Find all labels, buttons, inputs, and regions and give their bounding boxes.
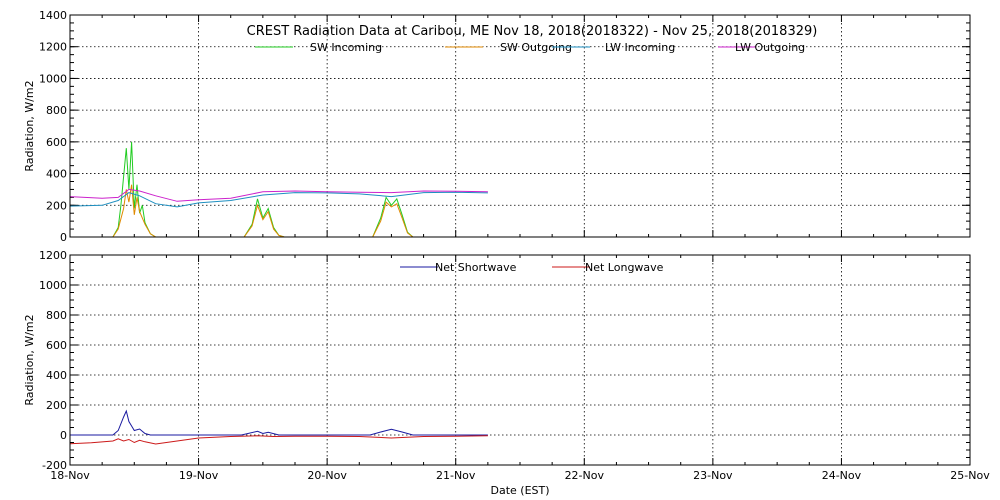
legend-label-sw-incoming: SW Incoming xyxy=(310,41,382,54)
bottom-plot-frame xyxy=(69,254,971,466)
top-legend: SW Incoming SW Outgoing LW Incoming LW Outg… xyxy=(255,41,805,54)
legend-label-lw-incoming: LW Incoming xyxy=(605,41,675,54)
top-y-tick-labels: 0 200 400 600 800 1000 1200 1400 xyxy=(39,9,67,244)
x-tick-labels: 18-Nov 19-Nov 20-Nov 21-Nov 22-Nov 23-Nov 24-N… xyxy=(50,469,990,482)
series-line-lw-outgoing xyxy=(69,188,488,202)
bottom-series xyxy=(69,409,488,445)
y-tick-label: 0 xyxy=(60,429,67,442)
x-axis-label: Date (EST) xyxy=(490,484,549,497)
y-tick-label: 200 xyxy=(46,199,67,212)
series-line-net-longwave xyxy=(69,435,488,445)
bottom-y-tick-labels: -200 0 200 400 600 800 1000 1200 xyxy=(39,249,67,472)
y-tick-label: 1200 xyxy=(39,249,67,262)
y-tick-label: 400 xyxy=(46,168,67,181)
series-line-net-shortwave xyxy=(70,409,488,436)
top-series xyxy=(69,141,488,238)
bottom-legend: Net Shortwave Net Longwave xyxy=(400,261,664,274)
bottom-grid xyxy=(70,255,970,465)
x-tick-label: 24-Nov xyxy=(822,469,862,482)
x-tick-label: 19-Nov xyxy=(179,469,219,482)
x-tick-label: 22-Nov xyxy=(565,469,605,482)
chart-title: CREST Radiation Data at Caribou, ME Nov … xyxy=(247,24,818,39)
x-tick-label: 18-Nov xyxy=(50,469,90,482)
series-line-lw-incoming xyxy=(69,191,488,208)
y-tick-label: 400 xyxy=(46,369,67,382)
y-tick-label: 800 xyxy=(46,309,67,322)
y-tick-label: 1000 xyxy=(39,279,67,292)
top-plot-frame xyxy=(69,14,971,238)
y-tick-label: -200 xyxy=(42,459,67,472)
y-tick-label: 1400 xyxy=(39,9,67,22)
y-tick-label: 0 xyxy=(60,231,67,244)
bottom-panel: -200 0 200 400 600 800 1000 1200 Radiation, W/m… xyxy=(23,249,990,497)
y-tick-label: 800 xyxy=(46,104,67,117)
x-tick-label: 25-Nov xyxy=(950,469,990,482)
y-tick-label: 1000 xyxy=(39,72,67,85)
legend-label-net-longwave: Net Longwave xyxy=(585,261,664,274)
legend-label-net-shortwave: Net Shortwave xyxy=(435,261,517,274)
legend-label-sw-outgoing: SW Outgoing xyxy=(500,41,572,54)
legend-label-lw-outgoing: LW Outgoing xyxy=(735,41,805,54)
y-tick-label: 200 xyxy=(46,399,67,412)
top-y-axis-label: Radiation, W/m2 xyxy=(23,80,36,171)
x-tick-label: 23-Nov xyxy=(693,469,733,482)
y-tick-label: 600 xyxy=(46,136,67,149)
top-panel: 0 200 400 600 800 1000 1200 1400 CREST Radiatio… xyxy=(23,9,971,244)
y-tick-label: 600 xyxy=(46,339,67,352)
x-tick-label: 21-Nov xyxy=(436,469,476,482)
y-tick-label: 1200 xyxy=(39,41,67,54)
x-tick-label: 20-Nov xyxy=(307,469,347,482)
bottom-y-axis-label: Radiation, W/m2 xyxy=(23,314,36,405)
